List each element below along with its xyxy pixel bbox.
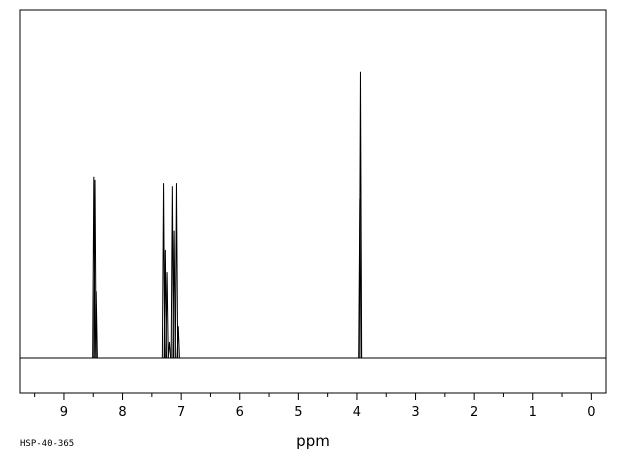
x-axis-ticks xyxy=(34,393,592,400)
tick-label: 9 xyxy=(60,405,68,420)
x-axis-label: ppm xyxy=(296,432,330,450)
tick-label: 7 xyxy=(177,405,185,420)
tick-label: 4 xyxy=(353,405,361,420)
tick-label: 3 xyxy=(411,405,419,420)
spectrum-peak xyxy=(94,291,98,359)
tick-label: 1 xyxy=(529,405,537,420)
spectrum-peak xyxy=(174,183,179,359)
tick-label: 6 xyxy=(236,405,244,420)
spectrum-peak xyxy=(176,326,180,359)
spectrum-peak xyxy=(358,198,362,359)
spectrum-peak xyxy=(172,230,176,359)
spectrum-peak xyxy=(165,272,169,359)
x-axis-tick-labels: 9 8 7 6 5 4 3 2 1 0 xyxy=(60,405,596,420)
tick-label: 2 xyxy=(470,405,478,420)
tick-label: 0 xyxy=(587,405,595,420)
spectrum-code: HSP-40-365 xyxy=(20,439,74,449)
plot-frame xyxy=(19,9,607,394)
tick-label: 5 xyxy=(294,405,302,420)
spectrum-peaks xyxy=(92,71,363,359)
tick-label: 8 xyxy=(118,405,126,420)
spectrum-peak xyxy=(167,342,172,359)
